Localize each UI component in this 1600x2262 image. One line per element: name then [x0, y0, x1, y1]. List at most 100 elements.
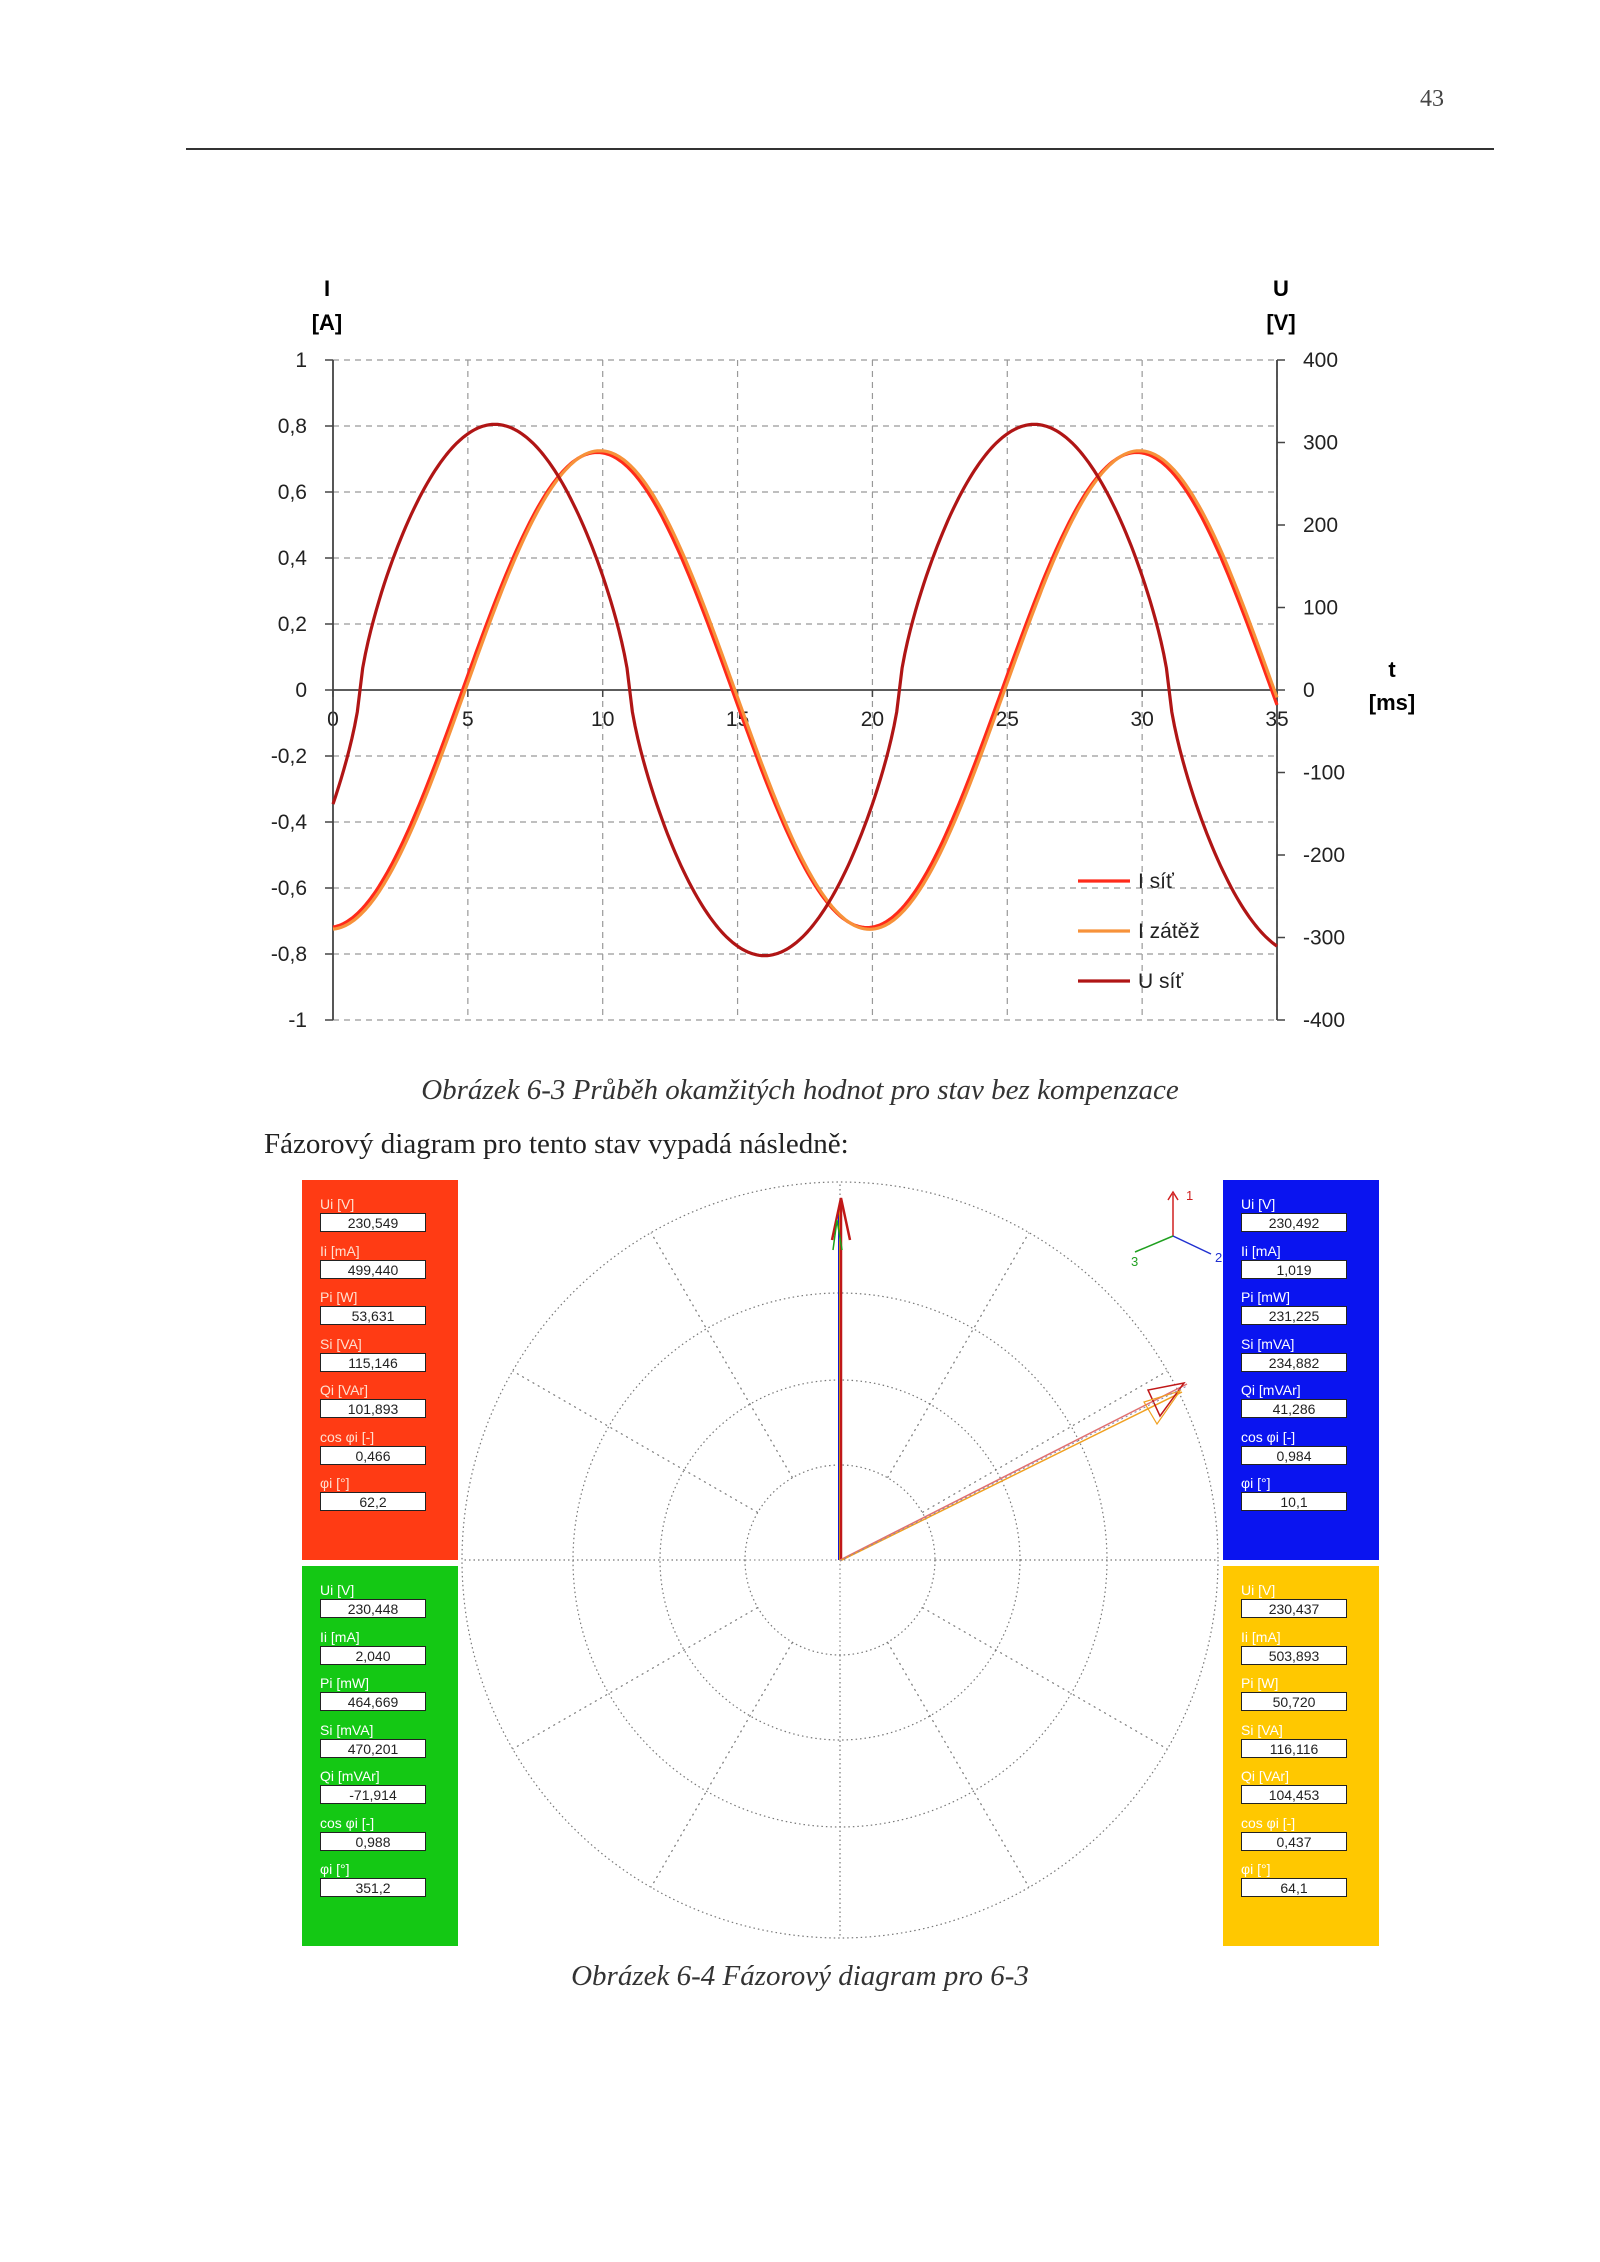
blue-field-value: 234,882: [1241, 1352, 1347, 1372]
yellow-field-value: 0,437: [1241, 1831, 1347, 1851]
blue-field-label: cos φi [-]: [1241, 1428, 1296, 1445]
red-field-value: 0,466: [320, 1445, 426, 1465]
red-field-label: cos φi [-]: [320, 1428, 375, 1445]
right-tick-label: -300: [1303, 927, 1345, 950]
axis-label-3: 3: [1131, 1254, 1138, 1269]
left-axis-label: I: [324, 276, 330, 301]
blue-field-label: Ii [mA]: [1241, 1242, 1281, 1259]
phase-green-panel: Ui [V] 230,448 Ii [mA] 2,040 Pi [mW] 464,669 S…: [302, 1566, 458, 1946]
polar-grid: [461, 1181, 1219, 1939]
red-field-value: 115,146: [320, 1352, 426, 1372]
green-field-value: 351,2: [320, 1878, 426, 1897]
chart-axes: 10,80,60,40,20-0,2-0,4-0,6-0,8-140030020…: [271, 349, 1345, 1032]
time-chart: 10,80,60,40,20-0,2-0,4-0,6-0,8-140030020…: [271, 276, 1415, 1032]
green-field-label: φi [°]: [320, 1861, 350, 1877]
phasor-canvas: 1 2 3: [461, 1181, 1222, 1939]
blue-field-label: Qi [mVAr]: [1241, 1382, 1301, 1398]
right-axis-label: U: [1273, 276, 1289, 301]
green-field-value: 0,988: [320, 1831, 426, 1851]
green-field-label: Ui [V]: [320, 1582, 355, 1598]
phase-blue-panel: Ui [V] 230,492 Ii [mA] 1,019 Pi [mW] 231,225 S…: [1223, 1180, 1379, 1560]
red-field-label: Ii [mA]: [320, 1242, 360, 1259]
green-field-value: 2,040: [320, 1645, 426, 1665]
blue-field-value: 10,1: [1241, 1492, 1347, 1511]
blue-field-value: 41,286: [1241, 1399, 1347, 1418]
green-field-label: Ii [mA]: [320, 1628, 360, 1645]
green-field-label: cos φi [-]: [320, 1814, 375, 1831]
polar-spoke: [921, 1370, 1168, 1514]
legend-entry: I síť: [1138, 870, 1175, 893]
blue-field-label: Ui [V]: [1241, 1196, 1276, 1212]
polar-spoke: [886, 1232, 1030, 1479]
blue-field-value: 231,225: [1241, 1306, 1347, 1325]
legend-entry: I zátěž: [1138, 920, 1200, 943]
right-tick-label: 400: [1303, 349, 1338, 372]
red-field-label: Pi [W]: [320, 1289, 358, 1305]
arrowhead-icon: [830, 1197, 852, 1241]
x-axis-label: t: [1388, 657, 1396, 682]
left-tick-label: -0,4: [271, 811, 308, 834]
blue-field-value: 230,492: [1241, 1213, 1347, 1232]
yellow-field-value: 503,893: [1241, 1645, 1347, 1665]
left-tick-label: -0,8: [271, 943, 307, 966]
x-tick-label: 5: [462, 708, 474, 731]
right-tick-label: -100: [1303, 762, 1345, 785]
header-rule: [186, 148, 1494, 150]
green-field-value: 470,201: [320, 1738, 426, 1758]
yellow-field-label: φi [°]: [1241, 1861, 1271, 1877]
yellow-field-label: Pi [W]: [1241, 1675, 1279, 1691]
right-tick-label: 100: [1303, 597, 1338, 620]
red-field-label: Qi [VAr]: [320, 1382, 368, 1398]
red-field-value: 230,549: [320, 1213, 426, 1232]
blue-field-label: Pi [mW]: [1241, 1289, 1290, 1305]
figure-6-4-caption: Obrázek 6-4 Fázorový diagram pro 6-3: [571, 1960, 1029, 1992]
green-field-value: -71,914: [320, 1785, 426, 1804]
figure-6-3-caption: Obrázek 6-3 Průběh okamžitých hodnot pro…: [421, 1074, 1179, 1106]
arrowhead-icon: [1143, 1389, 1182, 1426]
left-tick-label: -0,2: [271, 745, 307, 768]
phasor-i-red: [839, 1383, 1188, 1561]
phase-red-panel: Ui [V] 230,549 Ii [mA] 499,440 Pi [W] 53,631 S…: [302, 1180, 458, 1560]
right-tick-label: 300: [1303, 432, 1338, 455]
yellow-field-value: 116,116: [1241, 1738, 1347, 1758]
x-tick-label: 20: [861, 708, 884, 731]
yellow-field-label: Ui [V]: [1241, 1582, 1276, 1598]
paragraph: Fázorový diagram pro tento stav vypadá n…: [264, 1128, 849, 1160]
left-tick-label: 0,4: [278, 547, 308, 570]
x-tick-label: 30: [1130, 708, 1153, 731]
polar-spoke: [886, 1641, 1030, 1888]
blue-field-label: φi [°]: [1241, 1475, 1271, 1491]
phasor-i-yellow: [839, 1391, 1183, 1562]
right-tick-label: 0: [1303, 679, 1315, 702]
green-field-value: 230,448: [320, 1599, 426, 1618]
yellow-field-value: 64,1: [1241, 1878, 1347, 1897]
left-tick-label: 0,8: [278, 415, 307, 438]
x-tick-label: 10: [591, 708, 614, 731]
left-tick-label: 0,6: [278, 481, 307, 504]
arrowhead-icon: [832, 1219, 843, 1251]
series-line-1: [332, 449, 1279, 931]
red-field-label: Si [VA]: [320, 1335, 362, 1352]
right-tick-label: -200: [1303, 844, 1345, 867]
left-tick-label: 0,2: [278, 613, 307, 636]
green-field-value: 464,669: [320, 1692, 426, 1711]
blue-field-value: 1,019: [1241, 1259, 1347, 1279]
yellow-field-value: 104,453: [1241, 1785, 1347, 1804]
phasor-diagram: 1 2 3 Ui [V] 230,549 Ii [mA] 499,440 Pi [W] 5…: [302, 1180, 1379, 1946]
polar-ring: [659, 1379, 1021, 1741]
yellow-field-label: Ii [mA]: [1241, 1628, 1281, 1645]
green-field-label: Qi [mVAr]: [320, 1768, 380, 1784]
left-tick-label: -0,6: [271, 877, 307, 900]
x-axis-unit: [ms]: [1369, 690, 1415, 715]
polar-spoke: [512, 1606, 759, 1750]
yellow-field-label: cos φi [-]: [1241, 1814, 1296, 1831]
polar-spoke: [921, 1606, 1168, 1750]
series-line-2: [331, 422, 1278, 958]
yellow-field-value: 230,437: [1241, 1599, 1347, 1618]
blue-field-label: Si [mVA]: [1241, 1335, 1295, 1352]
polar-ring: [461, 1181, 1219, 1939]
red-field-label: φi [°]: [320, 1475, 350, 1491]
chart-legend: I síť I zátěž U síť: [1078, 870, 1200, 993]
yellow-field-value: 50,720: [1241, 1692, 1347, 1711]
axis-label-2: 2: [1215, 1250, 1222, 1265]
